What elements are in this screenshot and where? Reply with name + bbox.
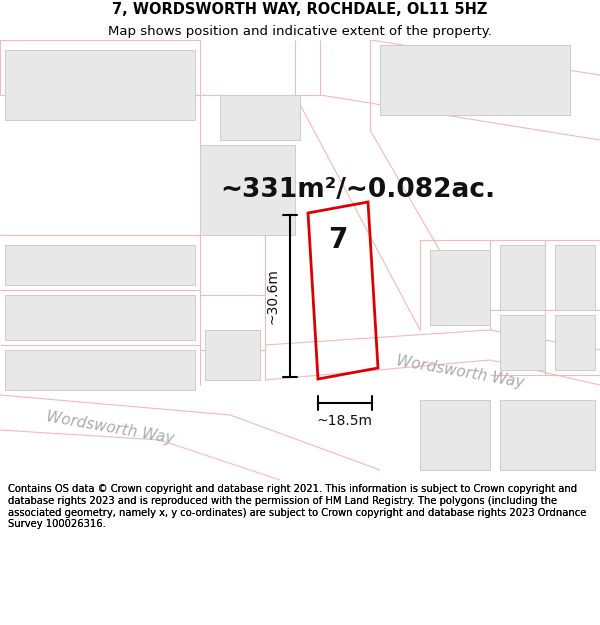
Polygon shape: [500, 315, 545, 370]
Polygon shape: [500, 245, 545, 310]
Text: ~331m²/~0.082ac.: ~331m²/~0.082ac.: [220, 177, 495, 203]
Polygon shape: [5, 245, 195, 285]
Polygon shape: [500, 400, 595, 470]
Text: 7: 7: [328, 226, 347, 254]
Text: Contains OS data © Crown copyright and database right 2021. This information is : Contains OS data © Crown copyright and d…: [8, 484, 586, 529]
Text: Wordsworth Way: Wordsworth Way: [395, 353, 525, 391]
Text: 7, WORDSWORTH WAY, ROCHDALE, OL11 5HZ: 7, WORDSWORTH WAY, ROCHDALE, OL11 5HZ: [112, 2, 488, 18]
Polygon shape: [5, 50, 195, 120]
Text: ~30.6m: ~30.6m: [265, 268, 279, 324]
Polygon shape: [5, 295, 195, 340]
Text: Map shows position and indicative extent of the property.: Map shows position and indicative extent…: [108, 26, 492, 39]
Polygon shape: [220, 95, 300, 140]
Polygon shape: [420, 400, 490, 470]
Polygon shape: [5, 350, 195, 390]
Text: ~18.5m: ~18.5m: [317, 414, 373, 428]
Text: Wordsworth Way: Wordsworth Way: [45, 409, 175, 447]
Text: Contains OS data © Crown copyright and database right 2021. This information is : Contains OS data © Crown copyright and d…: [8, 484, 586, 529]
Polygon shape: [555, 315, 595, 370]
Polygon shape: [555, 245, 595, 310]
Polygon shape: [380, 45, 570, 115]
Polygon shape: [205, 330, 260, 380]
Polygon shape: [430, 250, 490, 325]
Polygon shape: [200, 145, 295, 235]
